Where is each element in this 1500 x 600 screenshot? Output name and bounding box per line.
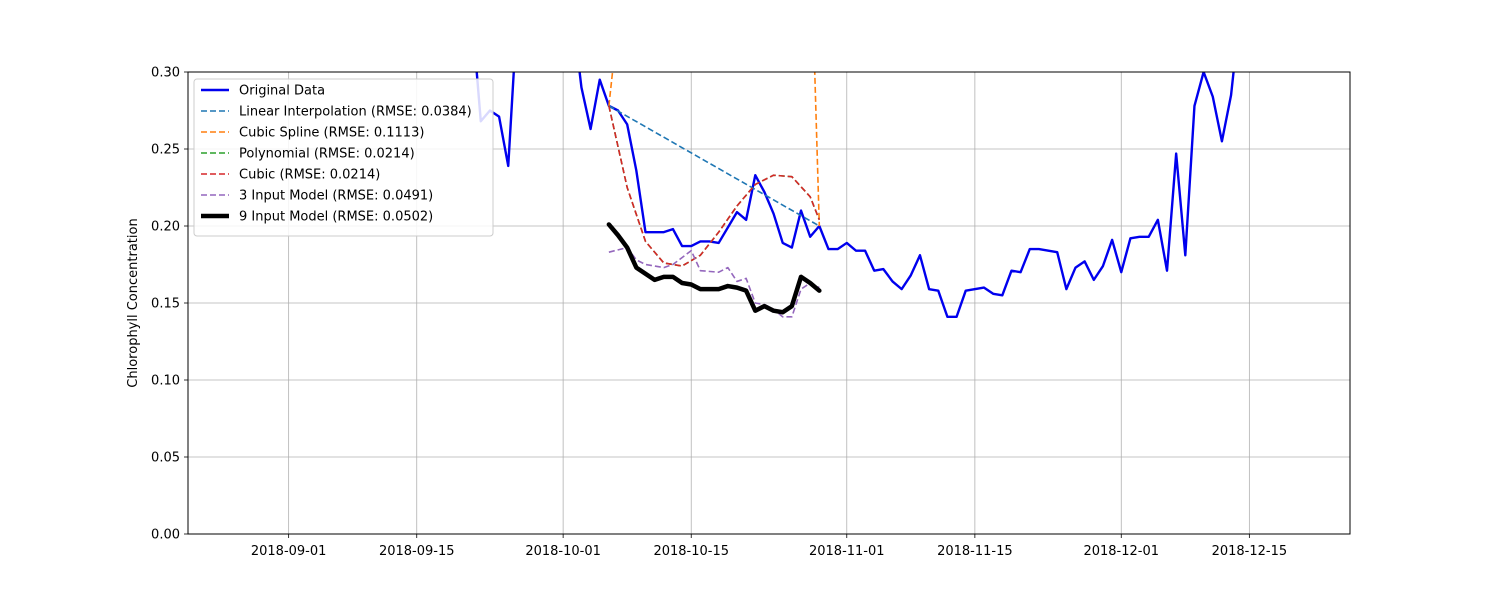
x-tick-label: 2018-09-15	[379, 544, 455, 559]
legend: Original Data Linear Interpolation (RMSE:…	[193, 78, 494, 237]
legend-label-2: Cubic Spline (RMSE: 0.1113)	[239, 126, 424, 141]
legend-label-4: Cubic (RMSE: 0.0214)	[239, 168, 380, 183]
y-tick-label: 0.15	[151, 297, 180, 312]
y-tick-label: 0.25	[151, 143, 180, 158]
x-tick-label: 2018-10-15	[653, 544, 729, 559]
legend-label-3: Polynomial (RMSE: 0.0214)	[239, 147, 415, 162]
x-tick-label: 2018-09-01	[251, 544, 327, 559]
y-tick-label: 0.30	[151, 66, 180, 81]
x-tick-label: 2018-11-15	[937, 544, 1013, 559]
series-line-5	[608, 246, 820, 318]
series-line-2	[608, 72, 821, 227]
legend-label-0: Original Data	[239, 84, 325, 99]
x-tick-label: 2018-12-01	[1083, 544, 1159, 559]
x-tick-label: 2018-11-01	[809, 544, 885, 559]
legend-label-1: Linear Interpolation (RMSE: 0.0384)	[239, 105, 472, 120]
series-line-1	[608, 105, 820, 227]
y-tick-label: 0.00	[151, 528, 180, 543]
x-tick-label: 2018-12-15	[1212, 544, 1288, 559]
legend-box	[193, 78, 494, 237]
legend-label-5: 3 Input Model (RMSE: 0.0491)	[239, 189, 433, 204]
y-tick-label: 0.05	[151, 451, 180, 466]
series-line-0	[475, 72, 1235, 319]
series-line-6	[606, 222, 822, 315]
x-tick-label: 2018-10-01	[525, 544, 601, 559]
series-layer	[475, 72, 1235, 319]
y-axis-title: Chlorophyll Concentration	[126, 218, 141, 387]
series-line-4	[608, 105, 821, 267]
y-tick-label: 0.10	[151, 374, 180, 389]
legend-label-6: 9 Input Model (RMSE: 0.0502)	[239, 210, 433, 225]
y-tick-label: 0.20	[151, 220, 180, 235]
axis-ticks: 2018-09-01 2018-09-15 2018-10-01 2018-10-15…	[151, 66, 1287, 560]
